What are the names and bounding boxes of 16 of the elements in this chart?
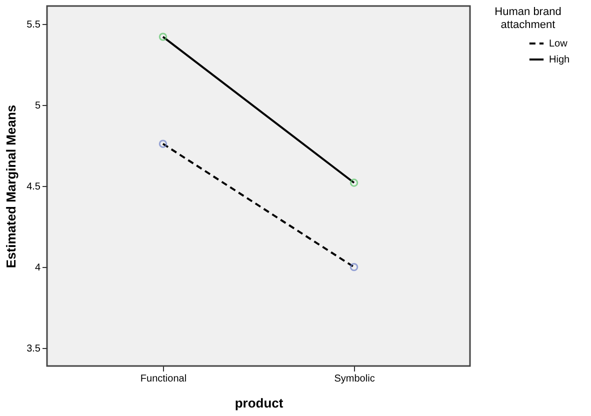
y-tick-label: 4	[34, 262, 41, 274]
y-tick-label: 5.5	[26, 19, 41, 30]
y-tick-label: 4.5	[26, 182, 41, 192]
y-axis-title: Estimated Marginal Means	[4, 104, 19, 268]
y-tick-label: 5	[34, 100, 41, 112]
y-tick-label: 3.5	[26, 344, 41, 355]
point	[158, 140, 168, 148]
legend-label: High	[549, 54, 570, 66]
legend-label: Low	[549, 38, 568, 50]
legend-title: Human brand attachment	[494, 6, 562, 31]
point	[350, 262, 358, 272]
x-tick-label: Symbolic	[334, 374, 375, 384]
point	[158, 32, 168, 41]
point	[350, 178, 358, 187]
x-tick-label: Functional	[140, 374, 187, 384]
x-axis-title: product	[234, 396, 284, 410]
